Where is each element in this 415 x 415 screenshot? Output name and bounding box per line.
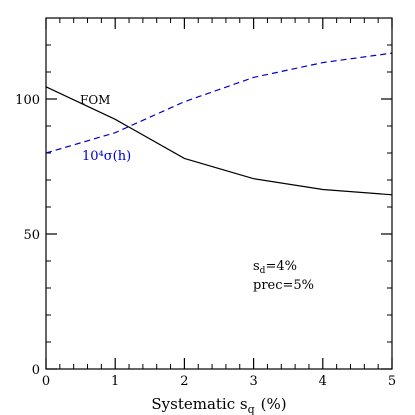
- x-tick-label: 3: [249, 374, 257, 389]
- x-tick-label: 0: [42, 374, 50, 389]
- sd-annotation: sd=4%: [253, 259, 297, 276]
- x-axis-title: Systematic sq (%): [151, 395, 286, 415]
- x-tick-label: 4: [319, 374, 327, 389]
- plot-frame: [45, 17, 393, 370]
- y-tick-label: 0: [32, 363, 40, 378]
- x-tick-label: 5: [388, 374, 396, 389]
- y-tick-label: 50: [23, 228, 40, 243]
- x-tick-label: 2: [180, 374, 188, 389]
- y-tick-label: 100: [15, 93, 40, 108]
- sigma-series-line: [45, 52, 393, 154]
- x-axis-title-unit: (%): [261, 395, 287, 413]
- x-tick-label: 1: [111, 374, 119, 389]
- sd-label: s: [253, 259, 260, 274]
- minor-ticks: [46, 18, 392, 369]
- sigma-label-text: 10⁴σ(h): [82, 149, 131, 164]
- series-lines: [45, 52, 393, 196]
- sd-sub: d: [260, 266, 266, 276]
- sd-value: =4%: [265, 259, 297, 274]
- major-ticks: [45, 18, 393, 370]
- prec-annotation: prec=5%: [253, 278, 314, 293]
- fom-label: FOM: [80, 93, 110, 107]
- x-axis-title-sub: q: [248, 403, 255, 415]
- sigma-label: 10⁴σ(h): [82, 149, 131, 164]
- fom-series-line: [45, 86, 393, 196]
- x-axis-title-main: Systematic s: [151, 395, 247, 413]
